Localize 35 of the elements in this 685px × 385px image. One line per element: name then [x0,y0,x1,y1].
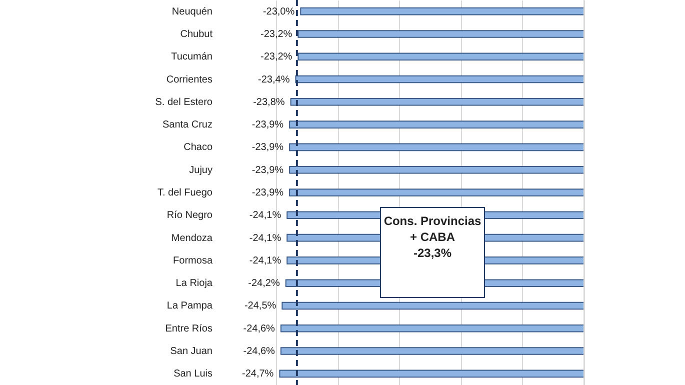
data-label: -23,0% [262,6,295,18]
data-label: -23,9% [252,164,284,176]
data-label: -23,9% [252,188,284,198]
y-tick-label: San Juan [170,346,212,358]
y-tick-label: Jujuy [189,164,212,176]
data-label: -23,9% [252,142,284,154]
y-tick-label: Tucumán [171,52,212,63]
y-tick-label: Chaco [184,142,213,154]
annotation: Cons. Provincias + CABA -23,3% [382,213,482,261]
y-tick-label: Mendoza [171,232,213,244]
y-tick-label: Río Negro [166,210,213,222]
y-tick-label: Chubut [180,28,213,40]
data-label: -23,2% [260,52,292,63]
y-tick-label: Entre Ríos [165,323,212,334]
y-tick-label: Neuquén [172,6,212,18]
y-tick-label: Corrientes [166,74,212,86]
data-label: -24,6% [243,346,276,358]
y-tick-label: S. del Estero [155,96,213,108]
y-tick-label: La Pampa [166,300,213,312]
y-tick-label: San Luis [174,368,212,380]
y-tick-label: T. del Fuego [157,188,213,198]
y-tick-label: Formosa [173,255,213,266]
data-label: -23,9% [252,120,284,131]
data-label: -23,2% [260,28,292,40]
data-label: -24,2% [248,278,280,290]
data-label: -24,7% [242,368,274,380]
y-tick-label: Santa Cruz [162,120,212,131]
y-tick-label: La Rioja [176,278,213,290]
data-label: -24,1% [249,210,282,222]
data-label: -23,4% [258,74,290,86]
data-label: -23,8% [253,96,285,108]
data-label: -24,5% [244,300,276,312]
data-label: -24,1% [249,232,282,244]
data-label: -24,1% [249,255,282,266]
data-label: -24,6% [243,323,276,334]
